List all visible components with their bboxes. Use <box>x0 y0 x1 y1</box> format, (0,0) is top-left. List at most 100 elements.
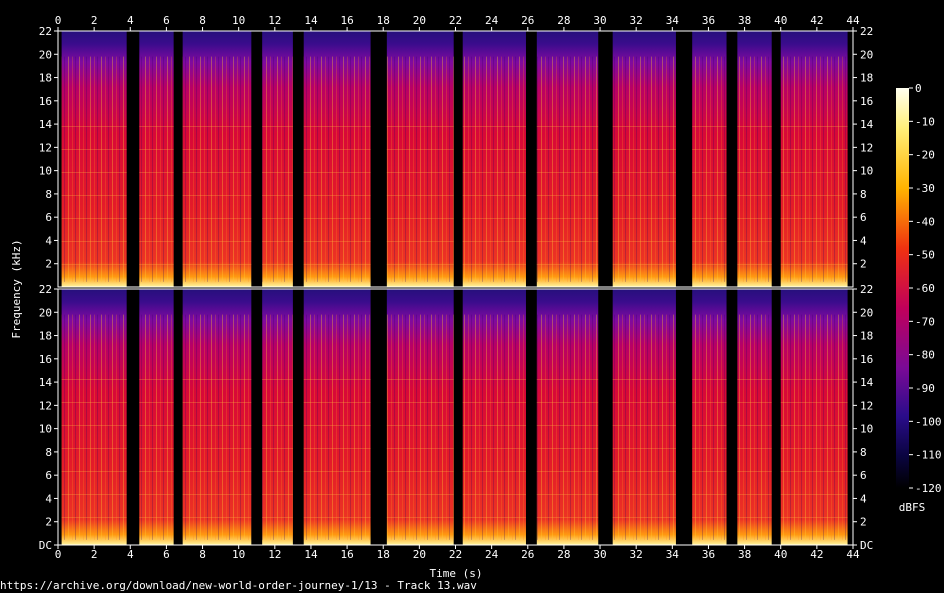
spectrogram-segment-bands-ch2-11 <box>737 365 772 540</box>
x-axis-label: Time (s) <box>430 567 483 580</box>
x-tick-label-top-16: 16 <box>340 14 353 27</box>
y-tick-label-right-bottom-10: 10 <box>860 423 873 436</box>
spectrogram-segment-bands-ch1-1 <box>61 107 127 282</box>
y-tick-label-left-bottom-DC: DC <box>39 539 52 552</box>
spectrogram-segment-bands-ch1-3 <box>182 107 252 282</box>
colorbar-label: dBFS <box>899 501 926 514</box>
colorbar-tick-label--10: -10 <box>915 115 935 128</box>
y-tick-label-left-bottom-20: 20 <box>39 306 52 319</box>
y-tick-label-right-top-6: 6 <box>860 211 867 224</box>
x-tick-label-bottom-44: 44 <box>846 548 860 561</box>
spectrogram-segment-bands-ch2-1 <box>61 365 127 540</box>
spectrogram-segment-bands-ch2-3 <box>182 365 252 540</box>
spectrogram-segment-bands-ch2-8 <box>536 365 599 540</box>
y-tick-label-right-bottom-8: 8 <box>860 446 867 459</box>
x-tick-label-bottom-22: 22 <box>449 548 462 561</box>
colorbar: 0 -10 -20 -30 -40 -50 -60 -70 -80 -90 -100 -110 -120 <box>896 82 942 495</box>
y-tick-label-left-bottom-18: 18 <box>39 330 52 343</box>
spectrogram-channel-1 <box>58 31 853 287</box>
x-tick-label-top-0: 0 <box>55 14 62 27</box>
x-tick-label-bottom-2: 2 <box>91 548 98 561</box>
colorbar-tick-label--20: -20 <box>915 149 935 162</box>
x-tick-label-bottom-20: 20 <box>413 548 426 561</box>
x-tick-label-bottom-16: 16 <box>340 548 353 561</box>
spectrogram-segment-bands-ch1-7 <box>462 107 526 282</box>
y-tick-label-left-top-10: 10 <box>39 165 52 178</box>
y-tick-label-left-top-16: 16 <box>39 95 52 108</box>
x-tick-label-top-6: 6 <box>163 14 170 27</box>
x-tick-label-bottom-38: 38 <box>738 548 751 561</box>
x-tick-label-top-42: 42 <box>810 14 823 27</box>
x-tick-label-top-26: 26 <box>521 14 534 27</box>
y-tick-label-left-top-4: 4 <box>45 234 52 247</box>
x-tick-label-bottom-8: 8 <box>199 548 206 561</box>
x-tick-label-bottom-14: 14 <box>304 548 318 561</box>
spectrogram-segment-bands-ch1-6 <box>386 107 454 282</box>
x-tick-label-top-38: 38 <box>738 14 751 27</box>
y-tick-label-right-bottom-22: 22 <box>860 283 873 296</box>
x-tick-label-top-32: 32 <box>630 14 643 27</box>
spectrogram-channel-2 <box>58 289 853 545</box>
spectrogram-segment-bands-ch1-12 <box>780 107 848 282</box>
x-tick-label-top-40: 40 <box>774 14 787 27</box>
y-tick-label-left-bottom-4: 4 <box>45 492 52 505</box>
y-tick-label-left-top-2: 2 <box>45 258 52 271</box>
colorbar-tick-label--40: -40 <box>915 215 935 228</box>
x-tick-label-bottom-30: 30 <box>593 548 606 561</box>
x-tick-label-top-30: 30 <box>593 14 606 27</box>
spectrogram-segment-bands-ch1-2 <box>139 107 174 282</box>
x-tick-label-bottom-26: 26 <box>521 548 534 561</box>
y-tick-label-right-bottom-6: 6 <box>860 469 867 482</box>
source-url: https://archive.org/download/new-world-o… <box>0 579 477 592</box>
spectrogram-segment-bands-ch2-4 <box>262 365 293 540</box>
y-tick-label-right-top-8: 8 <box>860 188 867 201</box>
spectrogram-background-ch2 <box>58 289 853 545</box>
colorbar-tick-label--30: -30 <box>915 182 935 195</box>
x-tick-label-bottom-4: 4 <box>127 548 134 561</box>
colorbar-gradient <box>896 88 909 488</box>
x-tick-label-bottom-18: 18 <box>377 548 390 561</box>
y-tick-label-left-bottom-6: 6 <box>45 469 52 482</box>
spectrogram-segment-bands-ch1-8 <box>536 107 599 282</box>
y-tick-label-left-top-12: 12 <box>39 141 52 154</box>
x-tick-label-bottom-10: 10 <box>232 548 245 561</box>
x-tick-label-top-34: 34 <box>666 14 680 27</box>
y-tick-label-left-top-18: 18 <box>39 72 52 85</box>
x-tick-label-bottom-34: 34 <box>666 548 680 561</box>
x-tick-label-bottom-6: 6 <box>163 548 170 561</box>
axes: 0022446688101012121414161618182020222224… <box>39 14 874 561</box>
y-tick-label-left-bottom-8: 8 <box>45 446 52 459</box>
x-tick-label-bottom-28: 28 <box>557 548 570 561</box>
colorbar-tick-label--80: -80 <box>915 349 935 362</box>
x-tick-label-bottom-42: 42 <box>810 548 823 561</box>
x-tick-label-top-36: 36 <box>702 14 715 27</box>
spectrogram-segment-bands-ch2-6 <box>386 365 454 540</box>
y-tick-label-left-top-14: 14 <box>39 118 53 131</box>
x-tick-label-top-8: 8 <box>199 14 206 27</box>
y-tick-label-left-top-8: 8 <box>45 188 52 201</box>
y-tick-label-left-bottom-16: 16 <box>39 353 52 366</box>
x-tick-label-top-44: 44 <box>846 14 860 27</box>
spectrogram-segment-bands-ch1-9 <box>612 107 676 282</box>
colorbar-tick-label--60: -60 <box>915 282 935 295</box>
y-tick-label-left-top-20: 20 <box>39 48 52 61</box>
y-tick-label-right-bottom-2: 2 <box>860 516 867 529</box>
y-axis-label: Frequency (kHz) <box>10 239 23 338</box>
spectrogram-background-ch1 <box>58 31 853 287</box>
colorbar-tick-label--100: -100 <box>915 415 942 428</box>
spectrogram-segment-bands-ch2-9 <box>612 365 676 540</box>
colorbar-tick-label--70: -70 <box>915 315 935 328</box>
x-tick-label-bottom-32: 32 <box>630 548 643 561</box>
x-tick-label-top-18: 18 <box>377 14 390 27</box>
x-tick-label-top-12: 12 <box>268 14 281 27</box>
y-tick-label-left-bottom-2: 2 <box>45 516 52 529</box>
colorbar-tick-label-0: 0 <box>915 82 922 95</box>
x-tick-label-top-28: 28 <box>557 14 570 27</box>
x-tick-label-top-20: 20 <box>413 14 426 27</box>
y-tick-label-right-bottom-18: 18 <box>860 330 873 343</box>
y-tick-label-right-top-4: 4 <box>860 234 867 247</box>
colorbar-tick-label--110: -110 <box>915 449 942 462</box>
spectrogram-segment-bands-ch2-5 <box>303 365 371 540</box>
spectrogram-segment-bands-ch1-4 <box>262 107 293 282</box>
y-tick-label-right-top-12: 12 <box>860 141 873 154</box>
